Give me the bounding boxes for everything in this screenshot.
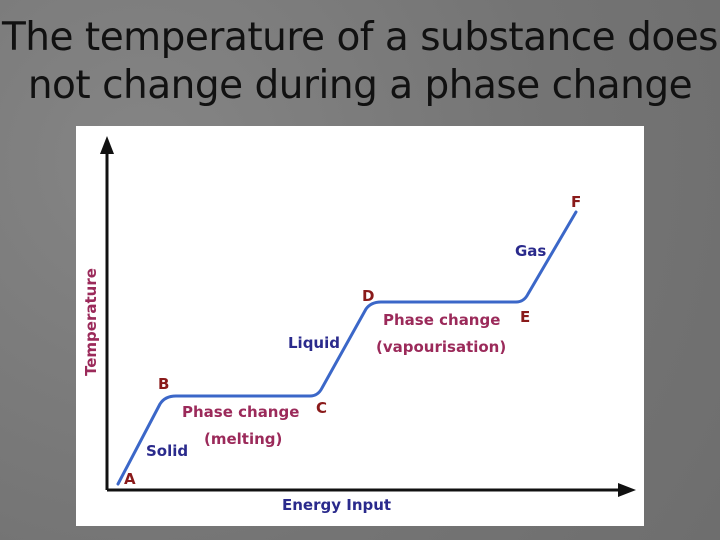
point-e-label: E: [520, 308, 530, 326]
title-line-2: not change during a phase change: [27, 63, 693, 108]
heating-curve: [116, 210, 578, 486]
point-d-label: D: [362, 287, 374, 305]
heating-curve-diagram: Temperature Energy Input A B C D E F Sol…: [76, 126, 644, 526]
title-line-1: The temperature of a substance does: [1, 15, 719, 60]
point-c-label: C: [316, 399, 327, 417]
x-axis-arrow-icon: [618, 483, 636, 497]
solid-label: Solid: [146, 442, 188, 460]
phase-change-2-label: Phase change: [383, 311, 500, 329]
point-a-label: A: [124, 470, 136, 488]
phase-change-2-note: (vapourisation): [376, 338, 506, 356]
gas-label: Gas: [515, 242, 546, 260]
liquid-label: Liquid: [288, 334, 340, 352]
y-axis-arrow-icon: [100, 136, 114, 154]
phase-change-1-label: Phase change: [182, 403, 299, 421]
heating-curve-svg: Temperature Energy Input A B C D E F Sol…: [82, 136, 636, 514]
point-b-label: B: [158, 375, 169, 393]
slide-title: The temperature of a substance does not …: [0, 14, 720, 110]
y-axis-label: Temperature: [82, 268, 100, 376]
x-axis-label: Energy Input: [282, 496, 391, 514]
phase-change-1-note: (melting): [204, 430, 282, 448]
point-f-label: F: [571, 193, 581, 211]
